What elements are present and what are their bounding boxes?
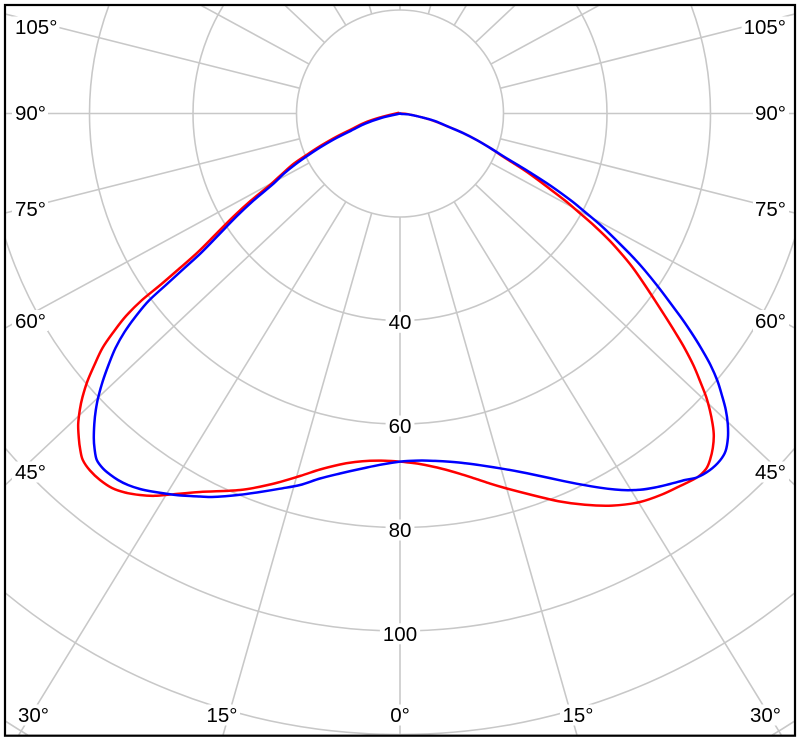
svg-text:80: 80 [389, 519, 412, 542]
svg-text:75°: 75° [755, 198, 786, 221]
svg-text:60°: 60° [15, 310, 46, 333]
svg-text:45°: 45° [755, 461, 786, 484]
svg-text:15°: 15° [562, 704, 593, 727]
svg-text:40: 40 [389, 311, 412, 334]
svg-text:45°: 45° [15, 461, 46, 484]
svg-text:30°: 30° [18, 704, 49, 727]
svg-text:105°: 105° [744, 16, 786, 39]
svg-text:90°: 90° [15, 102, 46, 125]
svg-text:100: 100 [383, 623, 417, 646]
svg-text:15°: 15° [206, 704, 237, 727]
svg-text:30°: 30° [750, 704, 781, 727]
svg-text:105°: 105° [15, 16, 57, 39]
svg-text:75°: 75° [15, 198, 46, 221]
svg-text:90°: 90° [755, 102, 786, 125]
svg-text:0°: 0° [390, 704, 410, 727]
svg-text:60°: 60° [755, 310, 786, 333]
svg-text:60: 60 [389, 415, 412, 438]
